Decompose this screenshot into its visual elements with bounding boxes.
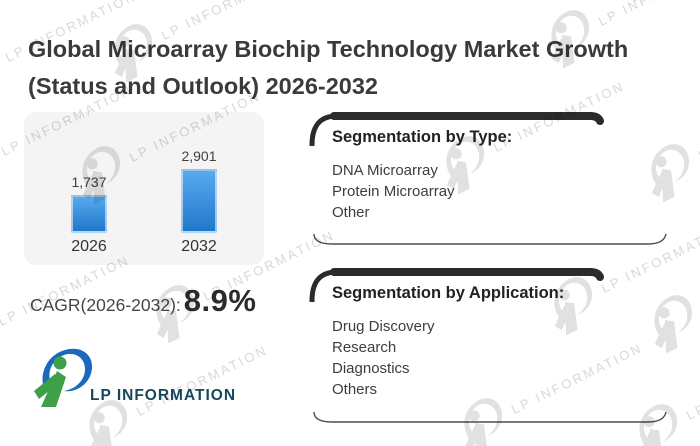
page-title-line2: (Status and Outlook) 2026-2032 [28, 73, 378, 99]
market-growth-bar-chart: 1,737 2026 2,901 2032 [24, 112, 264, 265]
bar-column-2032: 2,901 2032 [176, 148, 222, 256]
segmentation-type-box: Segmentation by Type: DNA Microarray Prot… [332, 128, 642, 223]
segmentation-type-title: Segmentation by Type: [332, 128, 513, 146]
segment-item: DNA Microarray [332, 162, 438, 179]
watermark-item: LP INFORMATION [388, 0, 596, 3]
page-title: Global Microarray Biochip Technology Mar… [28, 31, 673, 105]
segmentation-type-list: DNA Microarray Protein Microarray Other [332, 160, 642, 223]
segment-item: Others [332, 381, 378, 398]
segment-item: Protein Microarray [332, 183, 455, 200]
segmentation-application-list: Drug Discovery Research Diagnostics Others [332, 316, 642, 400]
watermark-item: LP INFORMATION [178, 0, 386, 5]
bar-2026 [71, 195, 107, 233]
cagr-row: CAGR(2026-2032): 8.9% [30, 283, 256, 319]
bar-category-label: 2032 [181, 238, 217, 255]
lp-information-logo: LP INFORMATION [32, 343, 236, 409]
bar-column-2026: 1,737 2026 [66, 174, 112, 256]
bar-category-label: 2026 [71, 238, 107, 255]
cagr-value: 8.9% [183, 283, 257, 318]
bar-value-label: 1,737 [71, 174, 107, 190]
bar-value-label: 2,901 [181, 148, 217, 164]
cagr-label: CAGR(2026-2032): [30, 295, 181, 315]
bar-2032 [181, 169, 217, 233]
segment-item: Research [332, 339, 397, 356]
lp-logo-text: LP INFORMATION [90, 387, 237, 404]
watermark-item: LP INFORMATION [603, 0, 700, 7]
segmentation-application-box: Segmentation by Application: Drug Discov… [332, 284, 642, 400]
segment-item: Drug Discovery [332, 318, 435, 335]
page-title-line1: Global Microarray Biochip Technology Mar… [28, 36, 629, 62]
segmentation-type-box-border [309, 112, 667, 245]
segmentation-application-title: Segmentation by Application: [332, 284, 565, 302]
lp-logo-icon [32, 343, 94, 409]
segment-item: Diagnostics [332, 360, 410, 377]
segment-item: Other [332, 204, 370, 221]
